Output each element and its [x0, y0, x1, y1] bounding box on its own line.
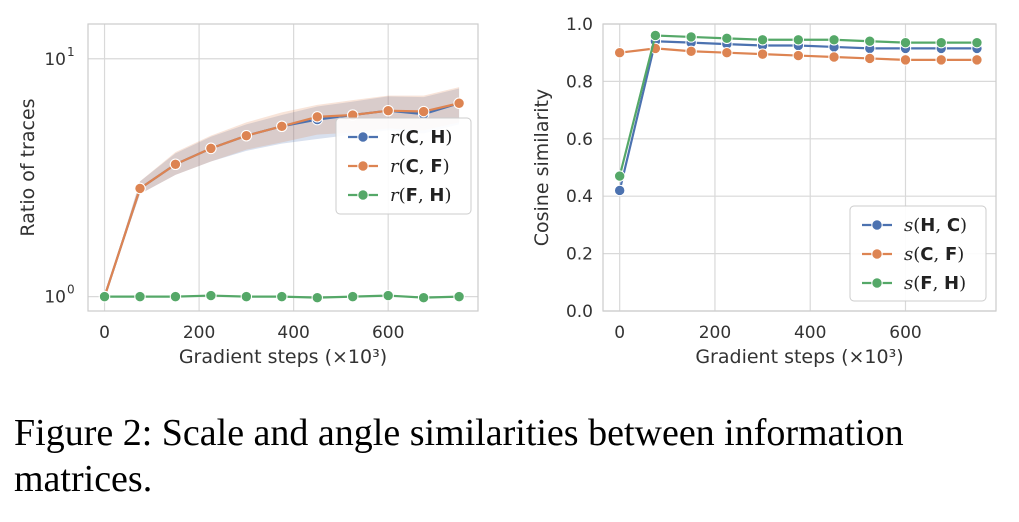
- data-point: [899, 54, 912, 66]
- x-tick-label: 400: [277, 323, 309, 343]
- data-point: [169, 290, 182, 303]
- y-axis-label: Cosine similarity: [531, 89, 553, 247]
- data-point: [311, 291, 323, 304]
- data-point: [205, 289, 217, 302]
- data-point: [382, 289, 394, 302]
- x-tick-label: 600: [889, 323, 921, 343]
- data-point: [134, 182, 146, 195]
- legend-label: r(C, F): [390, 156, 450, 177]
- data-point: [899, 36, 912, 49]
- y-tick-label: 10: [44, 288, 66, 308]
- data-point: [756, 34, 769, 46]
- cosine-similarity-chart: 0 200 400 600 0.0 0.2 0.4 0.6 0.8 1.0 Gradient ste…: [531, 15, 997, 368]
- data-point: [311, 111, 323, 123]
- data-point: [721, 47, 733, 59]
- legend-box: [849, 205, 987, 302]
- legend-marker: [871, 219, 883, 231]
- x-tick-label: 200: [699, 323, 731, 343]
- plot-frame: [87, 23, 479, 312]
- legend-marker: [357, 189, 369, 201]
- data-point: [417, 105, 430, 118]
- data-point: [792, 49, 805, 62]
- data-point: [864, 35, 876, 47]
- y-tick-exponent: 0: [67, 283, 75, 297]
- data-point: [382, 104, 394, 117]
- data-point: [864, 52, 876, 65]
- y-axis-label: Ratio of traces: [17, 98, 39, 236]
- legend-marker: [871, 277, 883, 289]
- x-tick-label: 400: [794, 323, 826, 343]
- y-tick-label: 10: [44, 50, 66, 70]
- y-tick-label: 0.0: [566, 302, 593, 322]
- data-point: [649, 29, 662, 42]
- figure-caption: Figure 2: Scale and angle similarities b…: [14, 412, 904, 500]
- x-tick-label: 600: [372, 323, 404, 343]
- y-tick-label: 0.4: [566, 187, 593, 207]
- y-tick-label: 0.6: [566, 130, 593, 150]
- y-tick-exponent: 1: [67, 45, 75, 59]
- legend-label: s(H, C): [904, 215, 967, 236]
- legend-marker: [357, 131, 369, 143]
- x-tick-label: 200: [183, 323, 215, 343]
- data-point: [613, 47, 626, 59]
- data-point: [971, 36, 983, 49]
- data-point: [347, 290, 359, 303]
- legend-box: [335, 117, 472, 215]
- data-point: [134, 290, 146, 303]
- data-point: [453, 290, 465, 303]
- data-point: [685, 45, 697, 57]
- data-point: [828, 51, 840, 63]
- x-axis-label: Gradient steps (×10³): [695, 346, 903, 368]
- y-tick-label: 0.2: [566, 245, 593, 265]
- data-point: [828, 34, 840, 46]
- data-point: [453, 97, 465, 109]
- x-tick-label: 0: [614, 323, 625, 343]
- data-point: [169, 158, 182, 170]
- legend-label: s(F, H): [904, 273, 966, 294]
- data-point: [276, 290, 288, 303]
- legend-label: r(C, H): [390, 127, 452, 148]
- data-point: [276, 120, 288, 133]
- data-point: [205, 142, 217, 155]
- data-point: [792, 34, 805, 46]
- data-point: [685, 31, 697, 43]
- x-axis-label: Gradient steps (×10³): [179, 346, 387, 368]
- data-point: [935, 36, 947, 49]
- legend-marker: [357, 160, 369, 172]
- data-point: [98, 290, 111, 303]
- legend-label: r(F, H): [390, 185, 452, 206]
- y-tick-label: 1.0: [566, 15, 593, 35]
- legend-label: s(C, F): [904, 244, 964, 265]
- data-point: [240, 129, 253, 142]
- data-point: [613, 184, 626, 197]
- x-tick-label: 0: [99, 323, 110, 343]
- data-point: [971, 54, 983, 66]
- legend-marker: [871, 248, 883, 260]
- plot-frame: [602, 23, 997, 312]
- data-point: [756, 48, 769, 60]
- data-point: [417, 291, 430, 304]
- y-tick-label: 0.8: [566, 72, 593, 92]
- data-point: [935, 54, 947, 66]
- data-point: [721, 32, 733, 45]
- data-point: [613, 170, 626, 182]
- data-point: [240, 290, 253, 303]
